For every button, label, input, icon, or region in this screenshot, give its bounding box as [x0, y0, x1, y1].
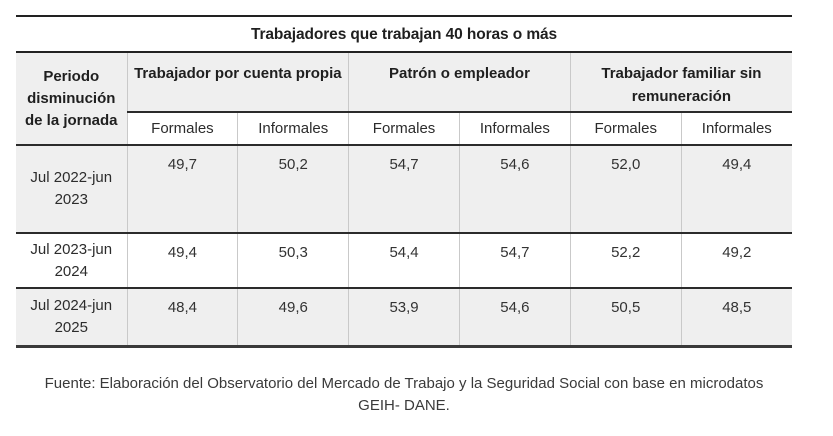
value-cell: 49,4 [680, 144, 792, 233]
period-cell: Jul 2022-jun 2023 [16, 144, 128, 233]
value-cell: 54,6 [458, 287, 571, 348]
value-cell: 50,2 [237, 144, 350, 233]
value-cell: 54,7 [348, 144, 460, 233]
source-note: Fuente: Elaboración del Observatorio del… [44, 374, 764, 414]
value-cell: 54,6 [458, 144, 571, 233]
subheader-informales-1: Informales [237, 112, 350, 145]
table-title: Trabajadores que trabajan 40 horas o más [16, 15, 792, 51]
value-cell: 54,7 [458, 232, 571, 288]
corner-header-period: Periodo disminución de la jornada [16, 51, 128, 145]
value-cell: 49,2 [680, 232, 792, 288]
value-cell: 49,4 [126, 232, 239, 288]
value-cell: 50,3 [237, 232, 350, 288]
value-cell: 48,5 [680, 287, 792, 348]
value-cell: 48,4 [126, 287, 239, 348]
statistics-figure: Trabajadores que trabajan 40 horas o más… [16, 0, 792, 417]
value-cell: 54,4 [348, 232, 460, 288]
table-row: Jul 2024-jun 2025 48,4 49,6 53,9 54,6 50… [16, 287, 792, 348]
period-cell: Jul 2023-jun 2024 [16, 232, 128, 288]
subheader-formales-2: Formales [348, 112, 460, 145]
value-cell: 49,7 [126, 144, 239, 233]
subheader-formales-1: Formales [126, 112, 239, 145]
subheader-informales-3: Informales [680, 112, 792, 145]
group-header-cuenta-propia: Trabajador por cuenta propia [126, 51, 350, 113]
table-row: Jul 2022-jun 2023 49,7 50,2 54,7 54,6 52… [16, 144, 792, 233]
value-cell: 52,0 [569, 144, 682, 233]
value-cell: 49,6 [237, 287, 350, 348]
value-cell: 52,2 [569, 232, 682, 288]
workers-hours-table: Periodo disminución de la jornada Trabaj… [16, 51, 792, 348]
group-header-familiar-sin-remuneracion: Trabajador familiar sin remuneración [569, 51, 792, 113]
subheader-informales-2: Informales [458, 112, 571, 145]
value-cell: 50,5 [569, 287, 682, 348]
period-cell: Jul 2024-jun 2025 [16, 287, 128, 348]
sub-header-row: Formales Informales Formales Informales … [16, 112, 792, 145]
value-cell: 53,9 [348, 287, 460, 348]
group-header-row: Periodo disminución de la jornada Trabaj… [16, 51, 792, 145]
subheader-formales-3: Formales [569, 112, 682, 145]
table-row: Jul 2023-jun 2024 49,4 50,3 54,4 54,7 52… [16, 232, 792, 288]
group-header-patron-empleador: Patrón o empleador [348, 51, 571, 113]
